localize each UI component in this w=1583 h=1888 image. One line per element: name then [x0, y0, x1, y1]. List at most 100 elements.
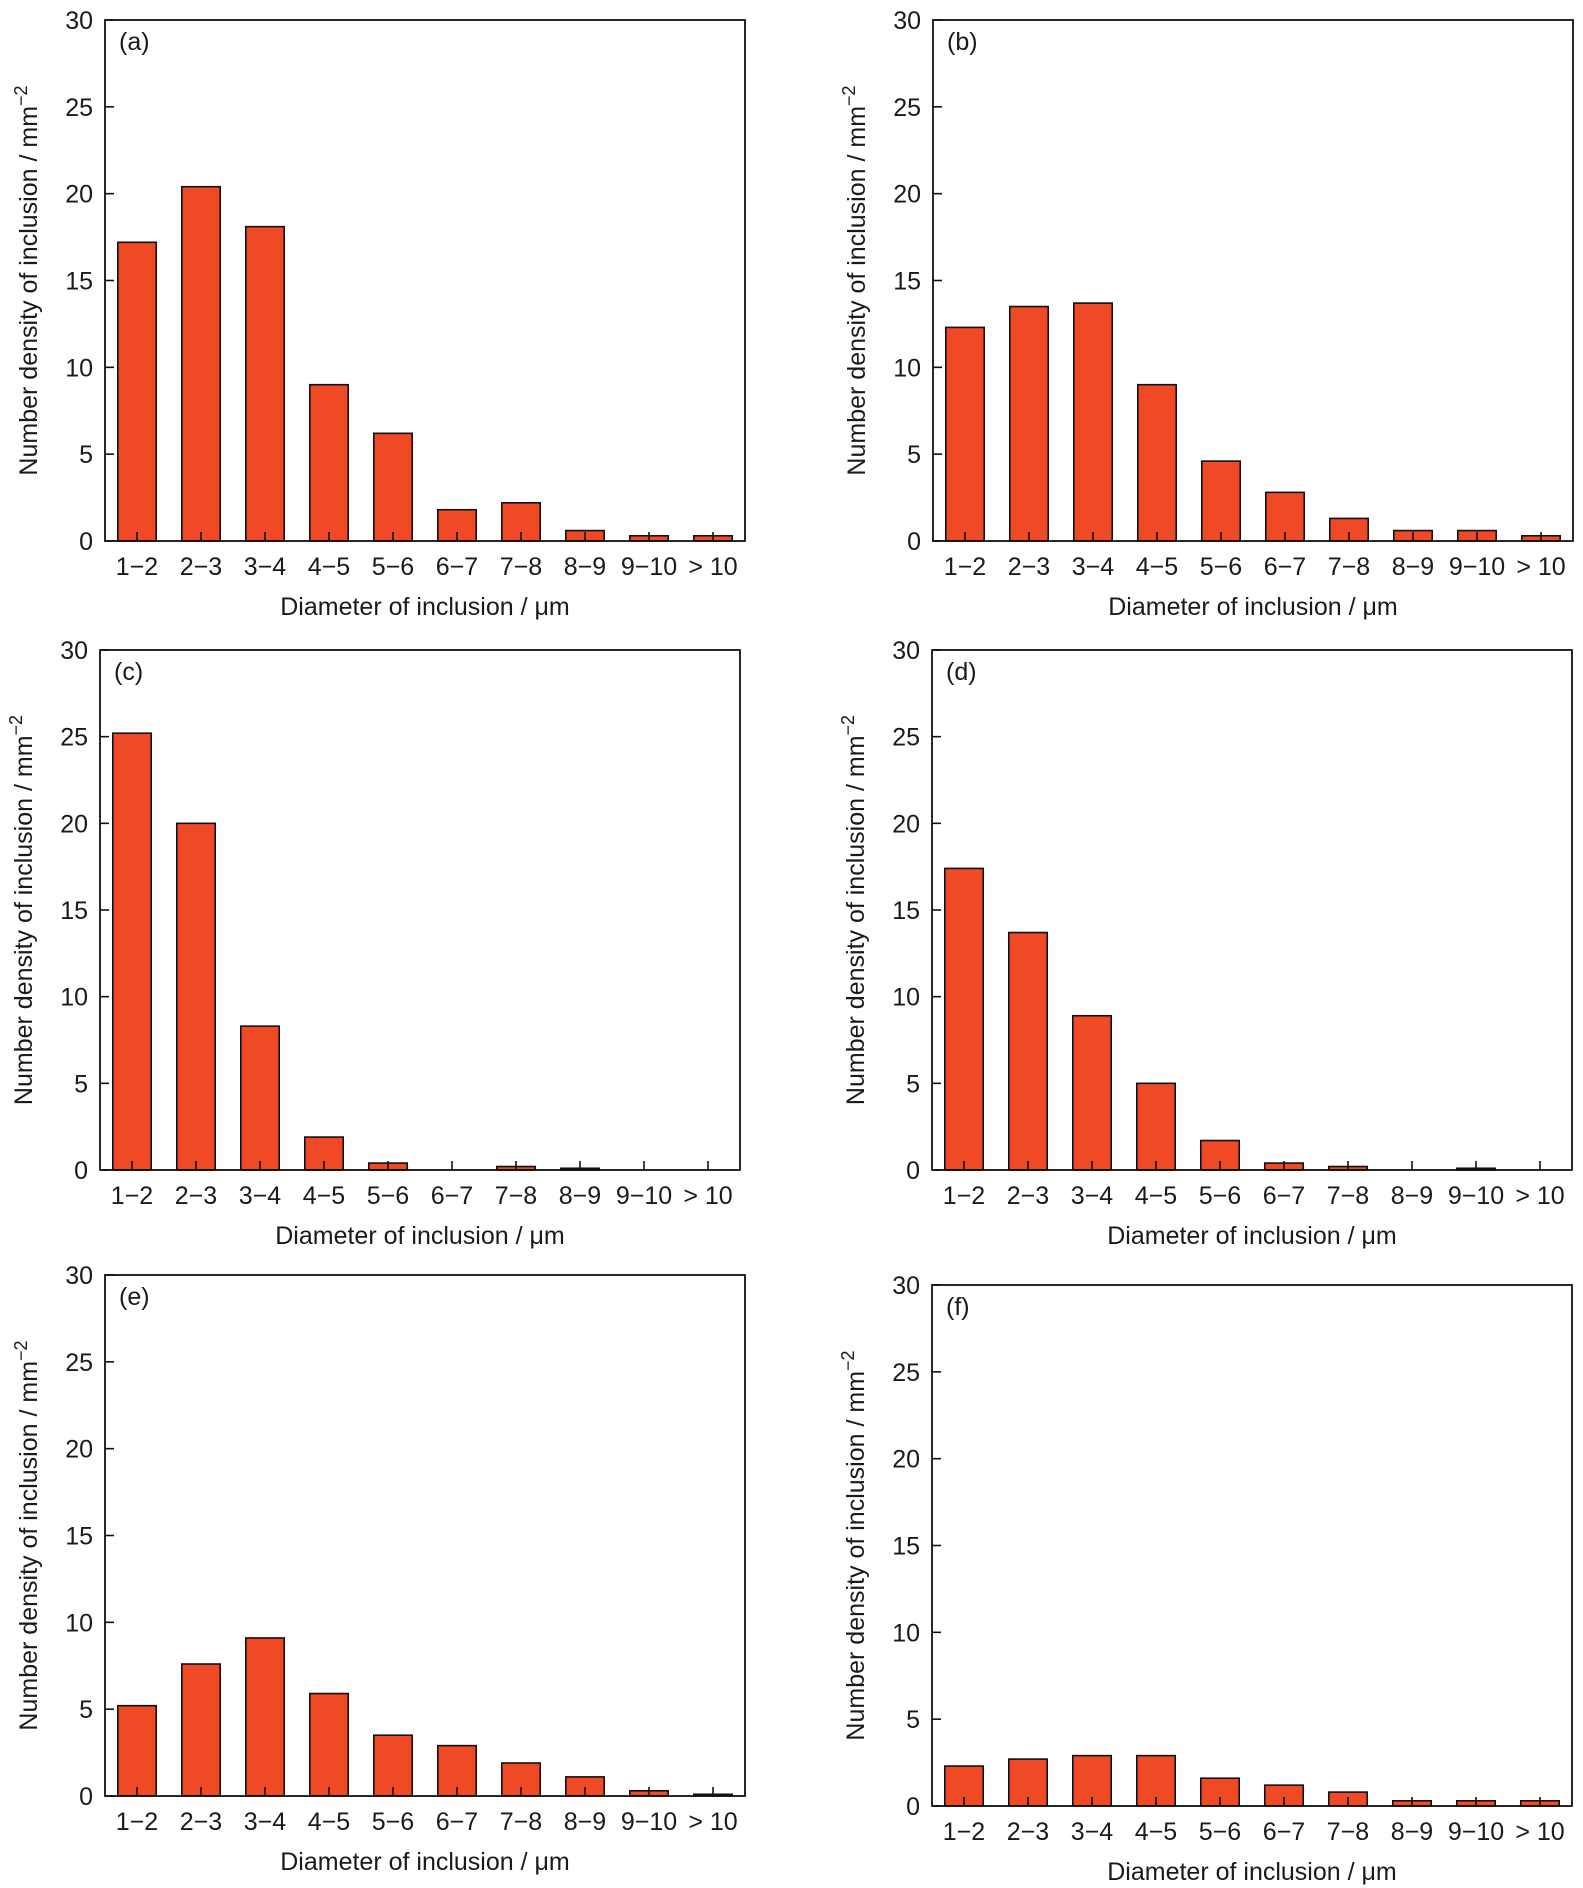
chart-panel-a: 0 5 10 15 20 25 30 1−2 2−3 3−4 4−5 5−6 6−7 7−8 8−9 9−10…	[11, 7, 746, 621]
bar-1	[117, 241, 158, 542]
x-tick-label: 4−5	[308, 553, 350, 581]
x-tick-label: 1−2	[944, 553, 986, 581]
y-tick-label: 30	[893, 7, 921, 35]
y-tick-label: 25	[60, 724, 88, 752]
x-tick-label: 7−8	[1328, 553, 1370, 581]
x-tick-label: 9−10	[1448, 1818, 1504, 1846]
x-axis-title: Diameter of inclusion / μm	[280, 593, 570, 621]
bar-5	[372, 432, 413, 542]
x-tick-label: 1−2	[116, 553, 158, 581]
x-tick-label: 2−3	[180, 553, 222, 581]
y-tick-label: 10	[892, 1619, 920, 1647]
y-axis-title: Number density of inclusion / mm−2	[839, 85, 871, 475]
x-tick-label: 8−9	[1391, 1182, 1433, 1210]
y-axis-title: Number density of inclusion / mm−2	[6, 715, 38, 1105]
x-tick-label: > 10	[688, 553, 737, 581]
y-tick-label: 30	[892, 1272, 920, 1300]
x-tick-label: 7−8	[500, 1808, 542, 1836]
x-tick-label: 4−5	[308, 1808, 350, 1836]
x-tick-label: 7−8	[1327, 1818, 1369, 1846]
bar-4	[308, 383, 349, 542]
bar-2	[1007, 931, 1048, 1171]
y-axis-title: Number density of inclusion / mm−2	[838, 1350, 870, 1740]
y-tick-label: 30	[60, 637, 88, 665]
x-tick-label: 5−6	[1199, 1182, 1241, 1210]
y-tick-label: 25	[892, 724, 920, 752]
y-tick-label: 15	[892, 1533, 920, 1561]
panel-label: (d)	[946, 658, 977, 686]
y-tick-label: 15	[65, 268, 93, 296]
y-tick-label: 5	[79, 441, 93, 469]
y-tick-label: 5	[906, 1070, 920, 1098]
bar-2	[181, 1663, 222, 1797]
x-tick-label: 1−2	[111, 1182, 153, 1210]
chart-panel-f: 0 5 10 15 20 25 30 1−2 2−3 3−4 4−5 5−6 6−7 7−8 8−9 9−10…	[838, 1272, 1573, 1886]
x-axis-title: Diameter of inclusion / μm	[275, 1222, 565, 1250]
y-axis-title: Number density of inclusion / mm−2	[11, 85, 43, 475]
x-axis-title: Diameter of inclusion / μm	[1108, 593, 1398, 621]
x-tick-label: 6−7	[436, 1808, 478, 1836]
x-tick-label: > 10	[688, 1808, 737, 1836]
x-tick-label: 7−8	[500, 553, 542, 581]
y-tick-label: 25	[65, 1349, 93, 1377]
x-tick-label: 5−6	[367, 1182, 409, 1210]
x-tick-label: 9−10	[621, 553, 677, 581]
x-tick-label: 3−4	[244, 1808, 287, 1836]
x-tick-label: 9−10	[621, 1808, 677, 1836]
y-tick-label: 20	[65, 1436, 93, 1464]
x-tick-label: 4−5	[303, 1182, 345, 1210]
bar-3	[240, 1025, 281, 1171]
y-tick-label: 30	[65, 7, 93, 35]
bar-2	[176, 822, 217, 1171]
y-tick-label: 15	[65, 1523, 93, 1551]
x-tick-label: 3−4	[239, 1182, 282, 1210]
panel-label: (e)	[119, 1283, 150, 1311]
x-tick-label: > 10	[683, 1182, 732, 1210]
y-tick-label: 20	[60, 810, 88, 838]
y-tick-label: 5	[79, 1696, 93, 1724]
chart-panel-d: 0 5 10 15 20 25 30 1−2 2−3 3−4 4−5 5−6 6−7 7−8 8−9 9−10…	[838, 637, 1573, 1250]
bar-1	[117, 1704, 158, 1797]
x-tick-label: 2−3	[175, 1182, 217, 1210]
x-tick-label: 2−3	[1007, 1818, 1049, 1846]
x-tick-label: 8−9	[564, 1808, 606, 1836]
y-tick-label: 15	[893, 268, 921, 296]
x-tick-label: > 10	[1516, 553, 1565, 581]
x-tick-label: 3−4	[1072, 553, 1115, 581]
x-tick-label: 9−10	[1449, 553, 1505, 581]
y-tick-label: 5	[74, 1070, 88, 1098]
y-tick-label: 15	[892, 897, 920, 925]
x-tick-label: 4−5	[1135, 1182, 1177, 1210]
y-tick-label: 10	[892, 984, 920, 1012]
plot-frame	[931, 1284, 1573, 1807]
y-tick-label: 30	[892, 637, 920, 665]
x-tick-label: 5−6	[372, 1808, 414, 1836]
y-tick-label: 15	[60, 897, 88, 925]
y-tick-label: 25	[892, 1359, 920, 1387]
chart-panel-e: 0 5 10 15 20 25 30 1−2 2−3 3−4 4−5 5−6 6−7 7−8 8−9 9−10…	[11, 1262, 746, 1876]
x-tick-label: 3−4	[1071, 1182, 1114, 1210]
x-tick-label: 1−2	[116, 1808, 158, 1836]
x-tick-label: 6−7	[431, 1182, 473, 1210]
bar-1	[944, 326, 985, 542]
x-axis-title: Diameter of inclusion / μm	[1107, 1222, 1397, 1250]
y-tick-label: 20	[65, 181, 93, 209]
y-tick-label: 20	[892, 810, 920, 838]
x-tick-label: 7−8	[495, 1182, 537, 1210]
bar-3	[245, 225, 286, 542]
x-tick-label: 8−9	[1391, 1818, 1433, 1846]
y-tick-label: 0	[907, 528, 921, 556]
y-tick-label: 5	[907, 441, 921, 469]
y-tick-label: 0	[74, 1157, 88, 1185]
y-tick-label: 10	[65, 354, 93, 382]
x-tick-label: > 10	[1515, 1182, 1564, 1210]
x-axis-title: Diameter of inclusion / μm	[280, 1848, 570, 1876]
x-axis-title: Diameter of inclusion / μm	[1107, 1858, 1397, 1886]
bar-1	[112, 732, 153, 1171]
bar-2	[181, 185, 222, 542]
x-tick-label: 1−2	[943, 1182, 985, 1210]
chart-panel-b: 0 5 10 15 20 25 30 1−2 2−3 3−4 4−5 5−6 6−7 7−8 8−9 9−10…	[839, 7, 1574, 621]
panel-label: (a)	[119, 28, 150, 56]
x-tick-label: > 10	[1515, 1818, 1564, 1846]
